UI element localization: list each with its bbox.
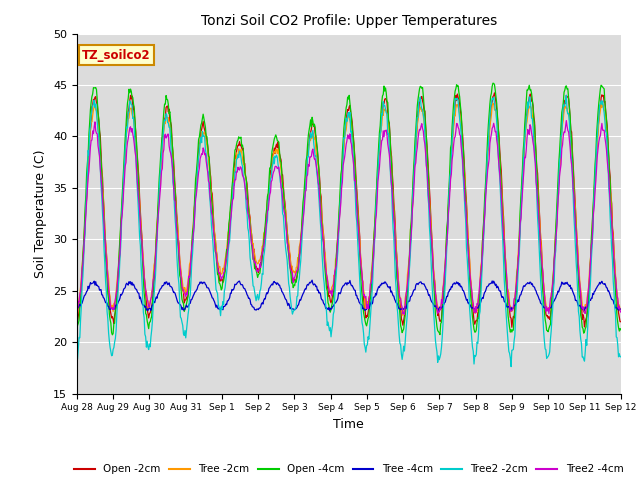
Legend: Open -2cm, Tree -2cm, Open -4cm, Tree -4cm, Tree2 -2cm, Tree2 -4cm: Open -2cm, Tree -2cm, Open -4cm, Tree -4…	[70, 460, 628, 479]
X-axis label: Time: Time	[333, 418, 364, 431]
Y-axis label: Soil Temperature (C): Soil Temperature (C)	[35, 149, 47, 278]
Text: TZ_soilco2: TZ_soilco2	[82, 49, 151, 62]
Title: Tonzi Soil CO2 Profile: Upper Temperatures: Tonzi Soil CO2 Profile: Upper Temperatur…	[201, 14, 497, 28]
